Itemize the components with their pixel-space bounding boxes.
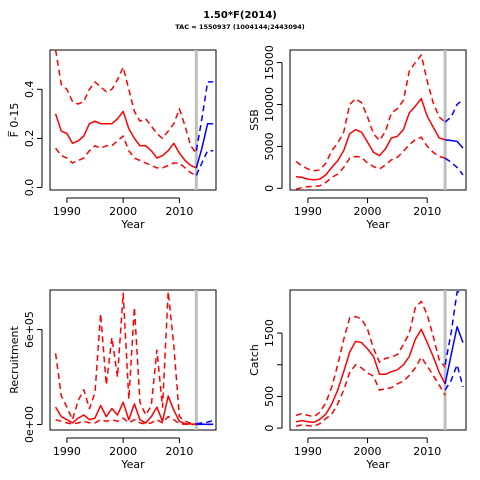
- catch-y-tick-label: 500: [263, 386, 276, 407]
- catch-x-tick-label: 2010: [413, 445, 441, 458]
- catch-x-tick-label: 2000: [354, 445, 382, 458]
- recruitment-x-axis-label: Year: [120, 458, 145, 471]
- catch-y-tick-label: 1500: [263, 319, 276, 347]
- ssb-hist-lower-line: [295, 136, 446, 190]
- catch-hist-upper-line: [295, 300, 446, 418]
- ssb-hist-upper-line: [295, 54, 446, 172]
- ssb-projection-median-line: [445, 138, 464, 149]
- f-x-tick-label: 1990: [53, 205, 81, 218]
- f-projection-median-line: [195, 122, 214, 169]
- recruitment-x-tick-label: 2000: [109, 445, 137, 458]
- ssb-projection-lower-line: [444, 157, 464, 176]
- catch-y-axis-label: Catch: [248, 344, 261, 376]
- recruitment-hist-median-line: [54, 395, 197, 425]
- recruitment-hist-upper-line: [54, 290, 197, 425]
- f-x-tick-label: 2000: [109, 205, 137, 218]
- catch-x-tick-label: 1990: [294, 445, 322, 458]
- ssb-y-tick-label: 0: [263, 185, 276, 192]
- f-hist-median-line: [54, 110, 197, 169]
- f-projection-upper-line: [195, 81, 214, 151]
- catch-projection-upper-line: [444, 291, 463, 365]
- catch-hist-median-line: [295, 328, 446, 424]
- recruitment-x-tick-label: 1990: [53, 445, 81, 458]
- recruitment-hist-lower-line: [55, 415, 197, 426]
- recruitment-y-tick-label: 0e+00: [23, 406, 36, 443]
- ssb-y-tick-label: 15000: [263, 45, 276, 80]
- recruitment-projection-upper-line: [196, 419, 214, 425]
- catch-x-axis-label: Year: [365, 458, 390, 471]
- f-plot-frame: [49, 49, 217, 191]
- catch-hist-lower-line: [295, 356, 446, 427]
- f-y-tick-label: 0.4: [23, 81, 36, 99]
- f-y-tick-label: 0.0: [23, 179, 36, 197]
- catch-projection-median-line: [444, 325, 464, 384]
- ssb-y-tick-label: 5000: [263, 132, 276, 160]
- ssb-x-axis-label: Year: [365, 218, 390, 231]
- catch-plot-frame: [289, 289, 467, 431]
- catch-y-tick-label: 0: [263, 425, 276, 432]
- recruitment-y-tick-label: 6e+05: [23, 311, 36, 348]
- f-x-axis-label: Year: [120, 218, 145, 231]
- ssb-y-axis-label: SSB: [248, 109, 261, 131]
- f-y-tick-label: 0.2: [23, 130, 36, 148]
- chart-subtitle: TAC = 1550937 (1004144;2443094): [175, 23, 305, 31]
- catch-projection-lower-line: [444, 364, 464, 391]
- f-hist-lower-line: [55, 135, 197, 176]
- recruitment-x-tick-label: 2010: [165, 445, 193, 458]
- f-projection-lower-line: [195, 149, 214, 176]
- f-y-axis-label: F̅ 0-15: [8, 103, 21, 138]
- chart-title: 1.50*F(2014): [203, 10, 277, 21]
- ssb-hist-median-line: [295, 97, 446, 181]
- ssb-panel: 1990 2000 2010 Year 0 5000 10000 15000 SSB: [248, 45, 467, 231]
- ssb-x-tick-label: 2000: [354, 205, 382, 218]
- recruitment-y-axis-label: Recruitment: [8, 326, 21, 394]
- f-panel: 1990 2000 2010 Year 0.0 0.2 0.4F̅ 0-15: [8, 49, 217, 231]
- recruitment-plot-frame: [49, 289, 217, 431]
- ssb-projection-upper-line: [444, 98, 464, 123]
- ssb-x-tick-label: 1990: [294, 205, 322, 218]
- ssb-plot-frame: [289, 49, 467, 191]
- f-hist-upper-line: [54, 49, 197, 154]
- ssb-y-tick-label: 10000: [263, 87, 276, 122]
- f-x-tick-label: 2010: [165, 205, 193, 218]
- ssb-x-tick-label: 2010: [413, 205, 441, 218]
